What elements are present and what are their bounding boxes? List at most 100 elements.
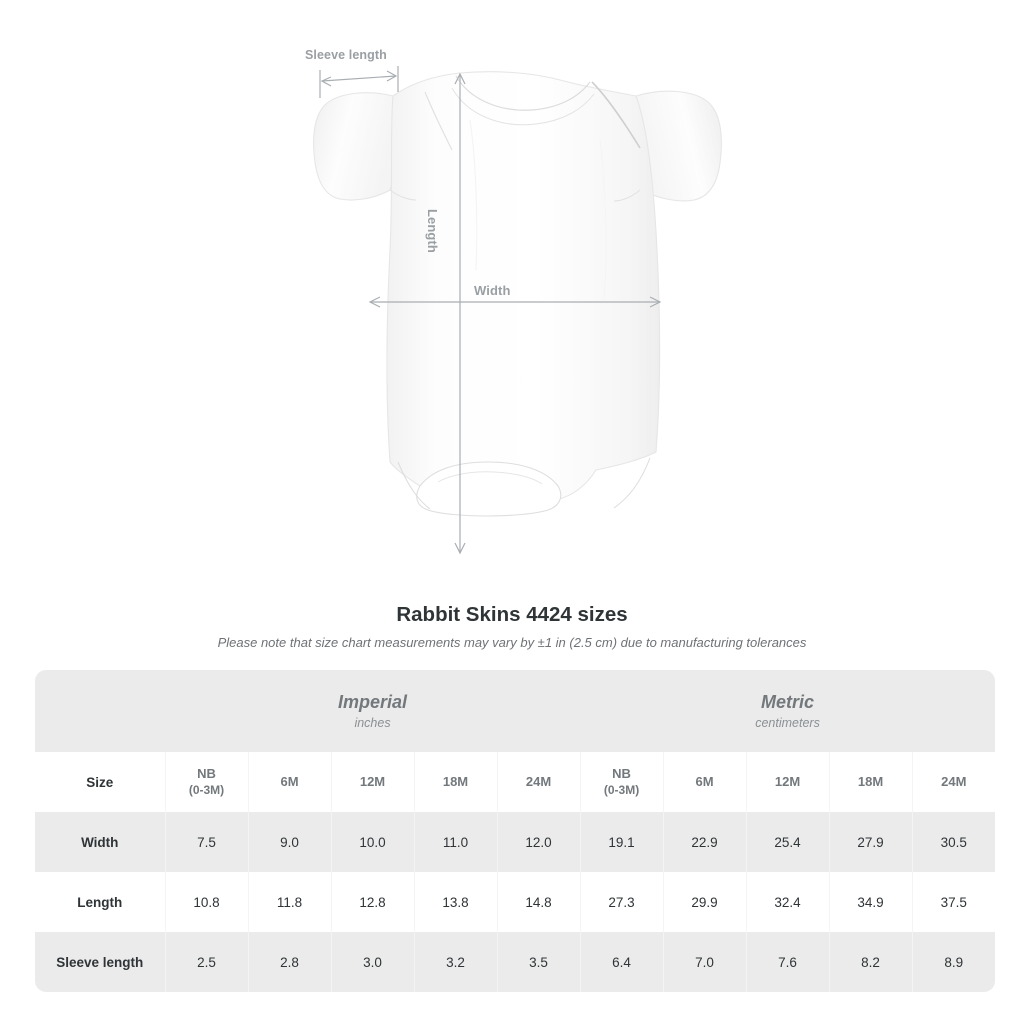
cell-length-metric-18m: 34.9: [829, 872, 913, 932]
cell-width-metric-6m: 22.9: [663, 812, 747, 872]
sleeve-length-annotation-label: Sleeve length: [305, 48, 387, 62]
cell-sleeve-metric-nb: 6.4: [579, 932, 664, 992]
length-annotation-label: Length: [425, 209, 440, 253]
neckline-rib: [451, 87, 595, 126]
metric-label: Metric: [761, 692, 815, 713]
left-shoulder-seam: [424, 91, 453, 151]
bodysuit-drawing: [313, 66, 722, 555]
right-shoulder-seam: [591, 81, 641, 149]
cell-sleeve-imperial-nb: 2.5: [165, 932, 249, 992]
cell-length-metric-nb: 27.3: [579, 872, 664, 932]
cell-length-imperial-24m: 14.8: [497, 872, 581, 932]
garment-illustration: Sleeve length Length Width: [305, 48, 722, 555]
fabric-fold-1: [469, 119, 478, 271]
neckline-outer: [455, 75, 591, 111]
column-header-label: 6M: [695, 773, 714, 789]
column-header-metric-24m: 24M: [912, 752, 995, 812]
row-label-sleeve-length: Sleeve length: [35, 932, 166, 992]
unit-header-spacer: [35, 670, 165, 752]
table-row: Width 7.5 9.0 10.0 11.0 12.0 19.1 22.9 2…: [35, 812, 995, 872]
metric-sublabel: centimeters: [755, 715, 820, 730]
right-leg-opening: [613, 457, 651, 509]
size-chart-table: Imperial inches Metric centimeters Size …: [35, 670, 995, 992]
column-header-metric-18m: 18M: [829, 752, 913, 812]
column-header-label: 18M: [442, 773, 469, 789]
size-header-row: Size NB (0-3M) 6M 12M 18M 24M: [35, 752, 995, 812]
cell-sleeve-metric-12m: 7.6: [746, 932, 830, 992]
row-label-width: Width: [35, 812, 166, 872]
cell-width-metric-24m: 30.5: [912, 812, 995, 872]
table-row: Length 10.8 11.8 12.8 13.8 14.8 27.3 29.…: [35, 872, 995, 932]
width-arrowhead-left: [368, 296, 381, 308]
cell-width-metric-18m: 27.9: [829, 812, 913, 872]
snap-crotch-flap: [416, 461, 562, 517]
cell-width-imperial-6m: 9.0: [248, 812, 332, 872]
column-header-label: 12M: [774, 773, 801, 789]
cell-width-imperial-18m: 11.0: [414, 812, 498, 872]
cell-sleeve-imperial-6m: 2.8: [248, 932, 332, 992]
left-sleeve: [313, 92, 397, 201]
sleeve-arrowhead-left: [320, 76, 332, 87]
column-header-imperial-18m: 18M: [414, 752, 498, 812]
right-armhole: [613, 189, 641, 202]
column-header-imperial-nb: NB (0-3M): [165, 752, 249, 812]
column-header-label: 12M: [359, 773, 386, 789]
column-header-label: NB: [197, 766, 216, 782]
cell-length-metric-24m: 37.5: [912, 872, 995, 932]
column-header-imperial-12m: 12M: [331, 752, 415, 812]
row-label-length: Length: [35, 872, 166, 932]
column-header-label: 18M: [857, 773, 884, 789]
page-title: Rabbit Skins 4424 sizes: [396, 603, 628, 626]
tolerance-note: Please note that size chart measurements…: [217, 635, 807, 650]
column-header-sub: (0-3M): [188, 782, 225, 797]
column-header-label: 24M: [525, 773, 552, 789]
cell-sleeve-imperial-18m: 3.2: [414, 932, 498, 992]
column-header-label: 6M: [280, 773, 299, 789]
column-header-label: 24M: [941, 773, 967, 789]
column-header-metric-6m: 6M: [663, 752, 747, 812]
imperial-sublabel: inches: [354, 715, 391, 730]
cell-sleeve-imperial-12m: 3.0: [331, 932, 415, 992]
cell-width-metric-12m: 25.4: [746, 812, 830, 872]
cell-sleeve-metric-18m: 8.2: [829, 932, 913, 992]
column-header-label: NB: [612, 766, 631, 782]
cell-width-imperial-12m: 10.0: [331, 812, 415, 872]
column-header-sub: (0-3M): [603, 782, 640, 797]
cell-length-imperial-12m: 12.8: [331, 872, 415, 932]
cell-width-imperial-24m: 12.0: [497, 812, 581, 872]
length-arrowhead-top: [454, 72, 466, 85]
snap-flap-seam: [437, 471, 543, 485]
table-row: Sleeve length 2.5 2.8 3.0 3.2 3.5 6.4 7.…: [35, 932, 995, 992]
cell-width-metric-nb: 19.1: [579, 812, 664, 872]
cell-length-imperial-6m: 11.8: [248, 872, 332, 932]
imperial-label: Imperial: [338, 692, 408, 713]
cell-length-imperial-nb: 10.8: [165, 872, 249, 932]
cell-sleeve-imperial-24m: 3.5: [497, 932, 581, 992]
fabric-fold-2: [599, 139, 607, 301]
cell-sleeve-metric-24m: 8.9: [912, 932, 995, 992]
sleeve-arrowhead-right: [386, 70, 398, 82]
measurement-lines: [319, 66, 662, 555]
unit-header-metric: Metric centimeters: [580, 670, 995, 752]
size-chart-table-wrapper: Imperial inches Metric centimeters Size …: [35, 670, 995, 992]
column-header-imperial-24m: 24M: [497, 752, 581, 812]
width-annotation-label: Width: [474, 283, 511, 298]
unit-header-imperial: Imperial inches: [165, 670, 581, 752]
sleeve-arrow-line: [321, 75, 397, 82]
length-arrowhead-bottom: [454, 542, 466, 555]
column-header-metric-nb: NB (0-3M): [579, 752, 664, 812]
size-corner-header: Size: [35, 752, 166, 812]
bodysuit-body: [386, 71, 661, 512]
cell-sleeve-metric-6m: 7.0: [663, 932, 747, 992]
unit-header-row: Imperial inches Metric centimeters: [35, 670, 995, 752]
cell-length-metric-6m: 29.9: [663, 872, 747, 932]
left-leg-opening: [397, 461, 431, 510]
column-header-imperial-6m: 6M: [248, 752, 332, 812]
cell-length-metric-12m: 32.4: [746, 872, 830, 932]
column-header-metric-12m: 12M: [746, 752, 830, 812]
left-armhole: [389, 189, 417, 201]
width-arrowhead-right: [649, 296, 662, 308]
cell-width-imperial-nb: 7.5: [165, 812, 249, 872]
cell-length-imperial-18m: 13.8: [414, 872, 498, 932]
